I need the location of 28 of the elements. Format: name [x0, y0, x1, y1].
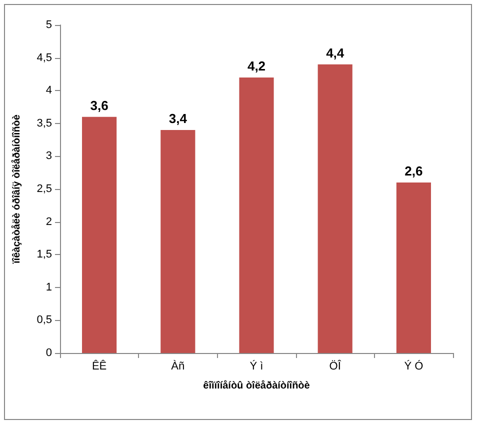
- y-tick-label: 3,5: [36, 117, 52, 130]
- x-tick-label: Àñ: [171, 360, 185, 372]
- x-tick-label: Ý Ó: [404, 360, 424, 372]
- y-tick-label: 2,5: [36, 183, 52, 195]
- bar: [239, 77, 274, 353]
- data-label: 3,6: [90, 98, 108, 113]
- y-tick-label: 5: [46, 19, 52, 31]
- x-tick-label: Ý ì: [250, 360, 264, 372]
- bar: [82, 116, 117, 353]
- y-axis-title: ïîêàçàòåëè óðîâíÿ òîëåðàíòíîñòè: [10, 114, 22, 264]
- y-tick-label: 4,5: [36, 52, 52, 64]
- y-tick-label: 1: [46, 281, 52, 294]
- y-tick-label: 3: [46, 150, 52, 162]
- y-tick-label: 0,5: [36, 314, 52, 326]
- x-tick-label: ÖÎ: [329, 360, 342, 372]
- data-label: 4,2: [247, 58, 266, 74]
- y-tick-label: 0: [46, 347, 52, 359]
- y-tick-label: 4: [46, 84, 52, 97]
- data-label: 2,6: [404, 163, 423, 178]
- data-label: 4,4: [326, 45, 345, 60]
- bar: [318, 64, 352, 353]
- y-tick-label: 1,5: [36, 248, 52, 261]
- data-label: 3,4: [168, 110, 188, 126]
- y-tick-label: 2: [46, 216, 52, 228]
- bar: [396, 182, 431, 353]
- x-tick-label: ÊÊ: [92, 360, 107, 372]
- bar: [160, 130, 196, 353]
- x-axis-title: êîìïîíåíòû òîëåðàíòíîñòè: [203, 380, 310, 392]
